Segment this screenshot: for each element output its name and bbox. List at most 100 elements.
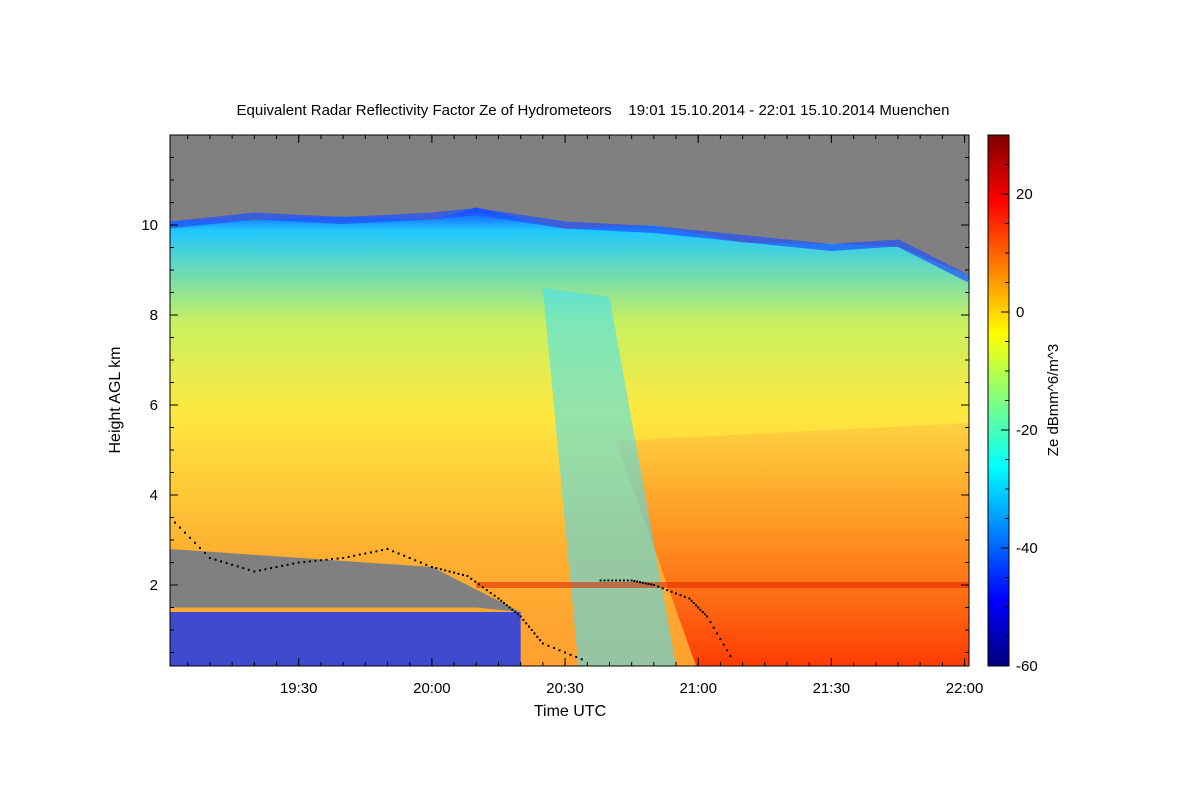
x-axis-label: Time UTC (534, 703, 606, 720)
cloud-base-marker (697, 606, 700, 609)
colorbar-ticks: -60 -40 -20 0 20 (1001, 134, 1038, 675)
cloud-base-marker (353, 554, 356, 557)
cloud-base-marker (444, 569, 447, 572)
cloud-base-marker (497, 597, 500, 600)
cloud-base-marker (493, 594, 496, 597)
cloud-base-marker (386, 548, 389, 550)
x-tick-label: 22:00 (946, 680, 984, 697)
y-tick-label: 10 (141, 217, 158, 234)
cloud-base-marker (466, 575, 469, 577)
cloud-base-marker (286, 563, 289, 566)
cloud-base-marker (364, 552, 367, 555)
cloud-base-marker (688, 597, 691, 600)
cloud-base-marker (214, 558, 217, 561)
cloud-base-marker (641, 581, 644, 584)
cloud-base-marker (558, 649, 561, 652)
cloud-base-marker (630, 579, 633, 582)
cloud-base-marker (375, 550, 378, 553)
cloud-base-marker (308, 560, 311, 563)
cloud-base-marker (485, 589, 488, 592)
reflectivity-field (170, 207, 969, 666)
cloud-base-marker (603, 579, 606, 582)
cloud-base-marker (619, 579, 621, 582)
colorbar-tick-label: 0 (1016, 304, 1024, 321)
cloud-base-marker (481, 586, 484, 589)
cloud-base-marker (661, 587, 664, 590)
cloud-base-marker (419, 561, 422, 564)
cloud-base-marker (381, 549, 383, 552)
cloud-base-marker (657, 585, 660, 588)
colorbar-label: Ze dBmm^6/m^3 (1045, 344, 1062, 456)
cloud-base-marker (264, 568, 267, 571)
y-tick-label: 8 (150, 307, 158, 324)
cloud-base-marker (508, 606, 511, 609)
cloud-base-marker (489, 591, 492, 594)
cloud-base-marker (457, 572, 460, 575)
cloud-base-marker (253, 570, 256, 573)
y-axis-label: Height AGL km (107, 346, 124, 453)
colorbar-tick-label: 20 (1016, 186, 1033, 203)
cloud-base-marker (666, 589, 669, 592)
cloud-base-marker (225, 562, 228, 565)
cloud-base-marker (369, 551, 372, 554)
colorbar-tick-label: -60 (1016, 658, 1038, 675)
cloud-base-marker (722, 643, 725, 646)
cloud-base-marker (408, 557, 411, 559)
cloud-base-marker (607, 579, 610, 582)
cloud-base-marker (179, 526, 181, 529)
cloud-base-marker (615, 579, 618, 582)
cloud-base-marker (569, 653, 572, 656)
cloud-base-marker (236, 565, 239, 568)
cloud-base-marker (575, 656, 578, 658)
cloud-base-marker (347, 555, 350, 558)
cloud-base-markers (170, 516, 732, 661)
cloud-base-marker (683, 595, 686, 598)
colorbar: -60 -40 -20 0 20 Ze dBmm^6/m^3 (987, 134, 1062, 675)
cloud-base-marker (536, 635, 539, 638)
cloud-base-marker (503, 602, 505, 604)
cloud-base-marker (336, 557, 339, 560)
cloud-base-marker (692, 602, 695, 604)
cloud-base-marker (220, 560, 222, 563)
cloud-base-marker (314, 559, 317, 562)
cloud-base-marker (439, 568, 442, 571)
cloud-base-marker (626, 579, 629, 582)
cloud-base-marker (729, 654, 732, 657)
cloud-base-marker (675, 592, 677, 595)
y-tick-label: 4 (150, 487, 158, 504)
cloud-base-marker (525, 622, 528, 625)
cloud-base-marker (695, 604, 697, 607)
cloud-base-marker (189, 536, 191, 539)
cloud-base-marker (706, 615, 709, 618)
cloud-base-marker (435, 567, 438, 570)
heavy-precip-region (616, 423, 969, 666)
cloud-base-marker (716, 632, 719, 635)
cloud-base-marker (516, 613, 519, 616)
cloud-base-marker (297, 561, 300, 564)
y-axis: 2 4 6 8 10 (141, 157, 969, 653)
cloud-base-marker (258, 569, 261, 572)
chart-title: Equivalent Radar Reflectivity Factor Ze … (237, 102, 950, 119)
cloud-base-marker (528, 625, 530, 628)
cloud-base-marker (448, 570, 451, 573)
cloud-base-marker (397, 552, 400, 555)
cloud-base-marker (553, 647, 555, 649)
y-tick-label: 2 (150, 577, 158, 594)
cloud-base-marker (425, 563, 428, 566)
cloud-base-marker (580, 658, 583, 661)
melting-layer (476, 582, 969, 588)
cloud-base-marker (500, 599, 503, 602)
cloud-base-marker (644, 582, 647, 585)
ground-clutter (170, 612, 521, 666)
cloud-base-marker (430, 566, 433, 568)
low-reflectivity-band (542, 288, 677, 666)
cloud-base-marker (633, 580, 636, 583)
cloud-base-marker (392, 550, 395, 553)
cloud-base-marker (652, 584, 655, 586)
cloud-base-marker (303, 560, 306, 563)
colorbar-tick-label: -20 (1016, 422, 1038, 439)
cloud-base-marker (636, 580, 639, 583)
cloud-base-marker (522, 618, 525, 621)
cloud-base-marker (670, 590, 673, 593)
cloud-base-marker (275, 566, 278, 568)
